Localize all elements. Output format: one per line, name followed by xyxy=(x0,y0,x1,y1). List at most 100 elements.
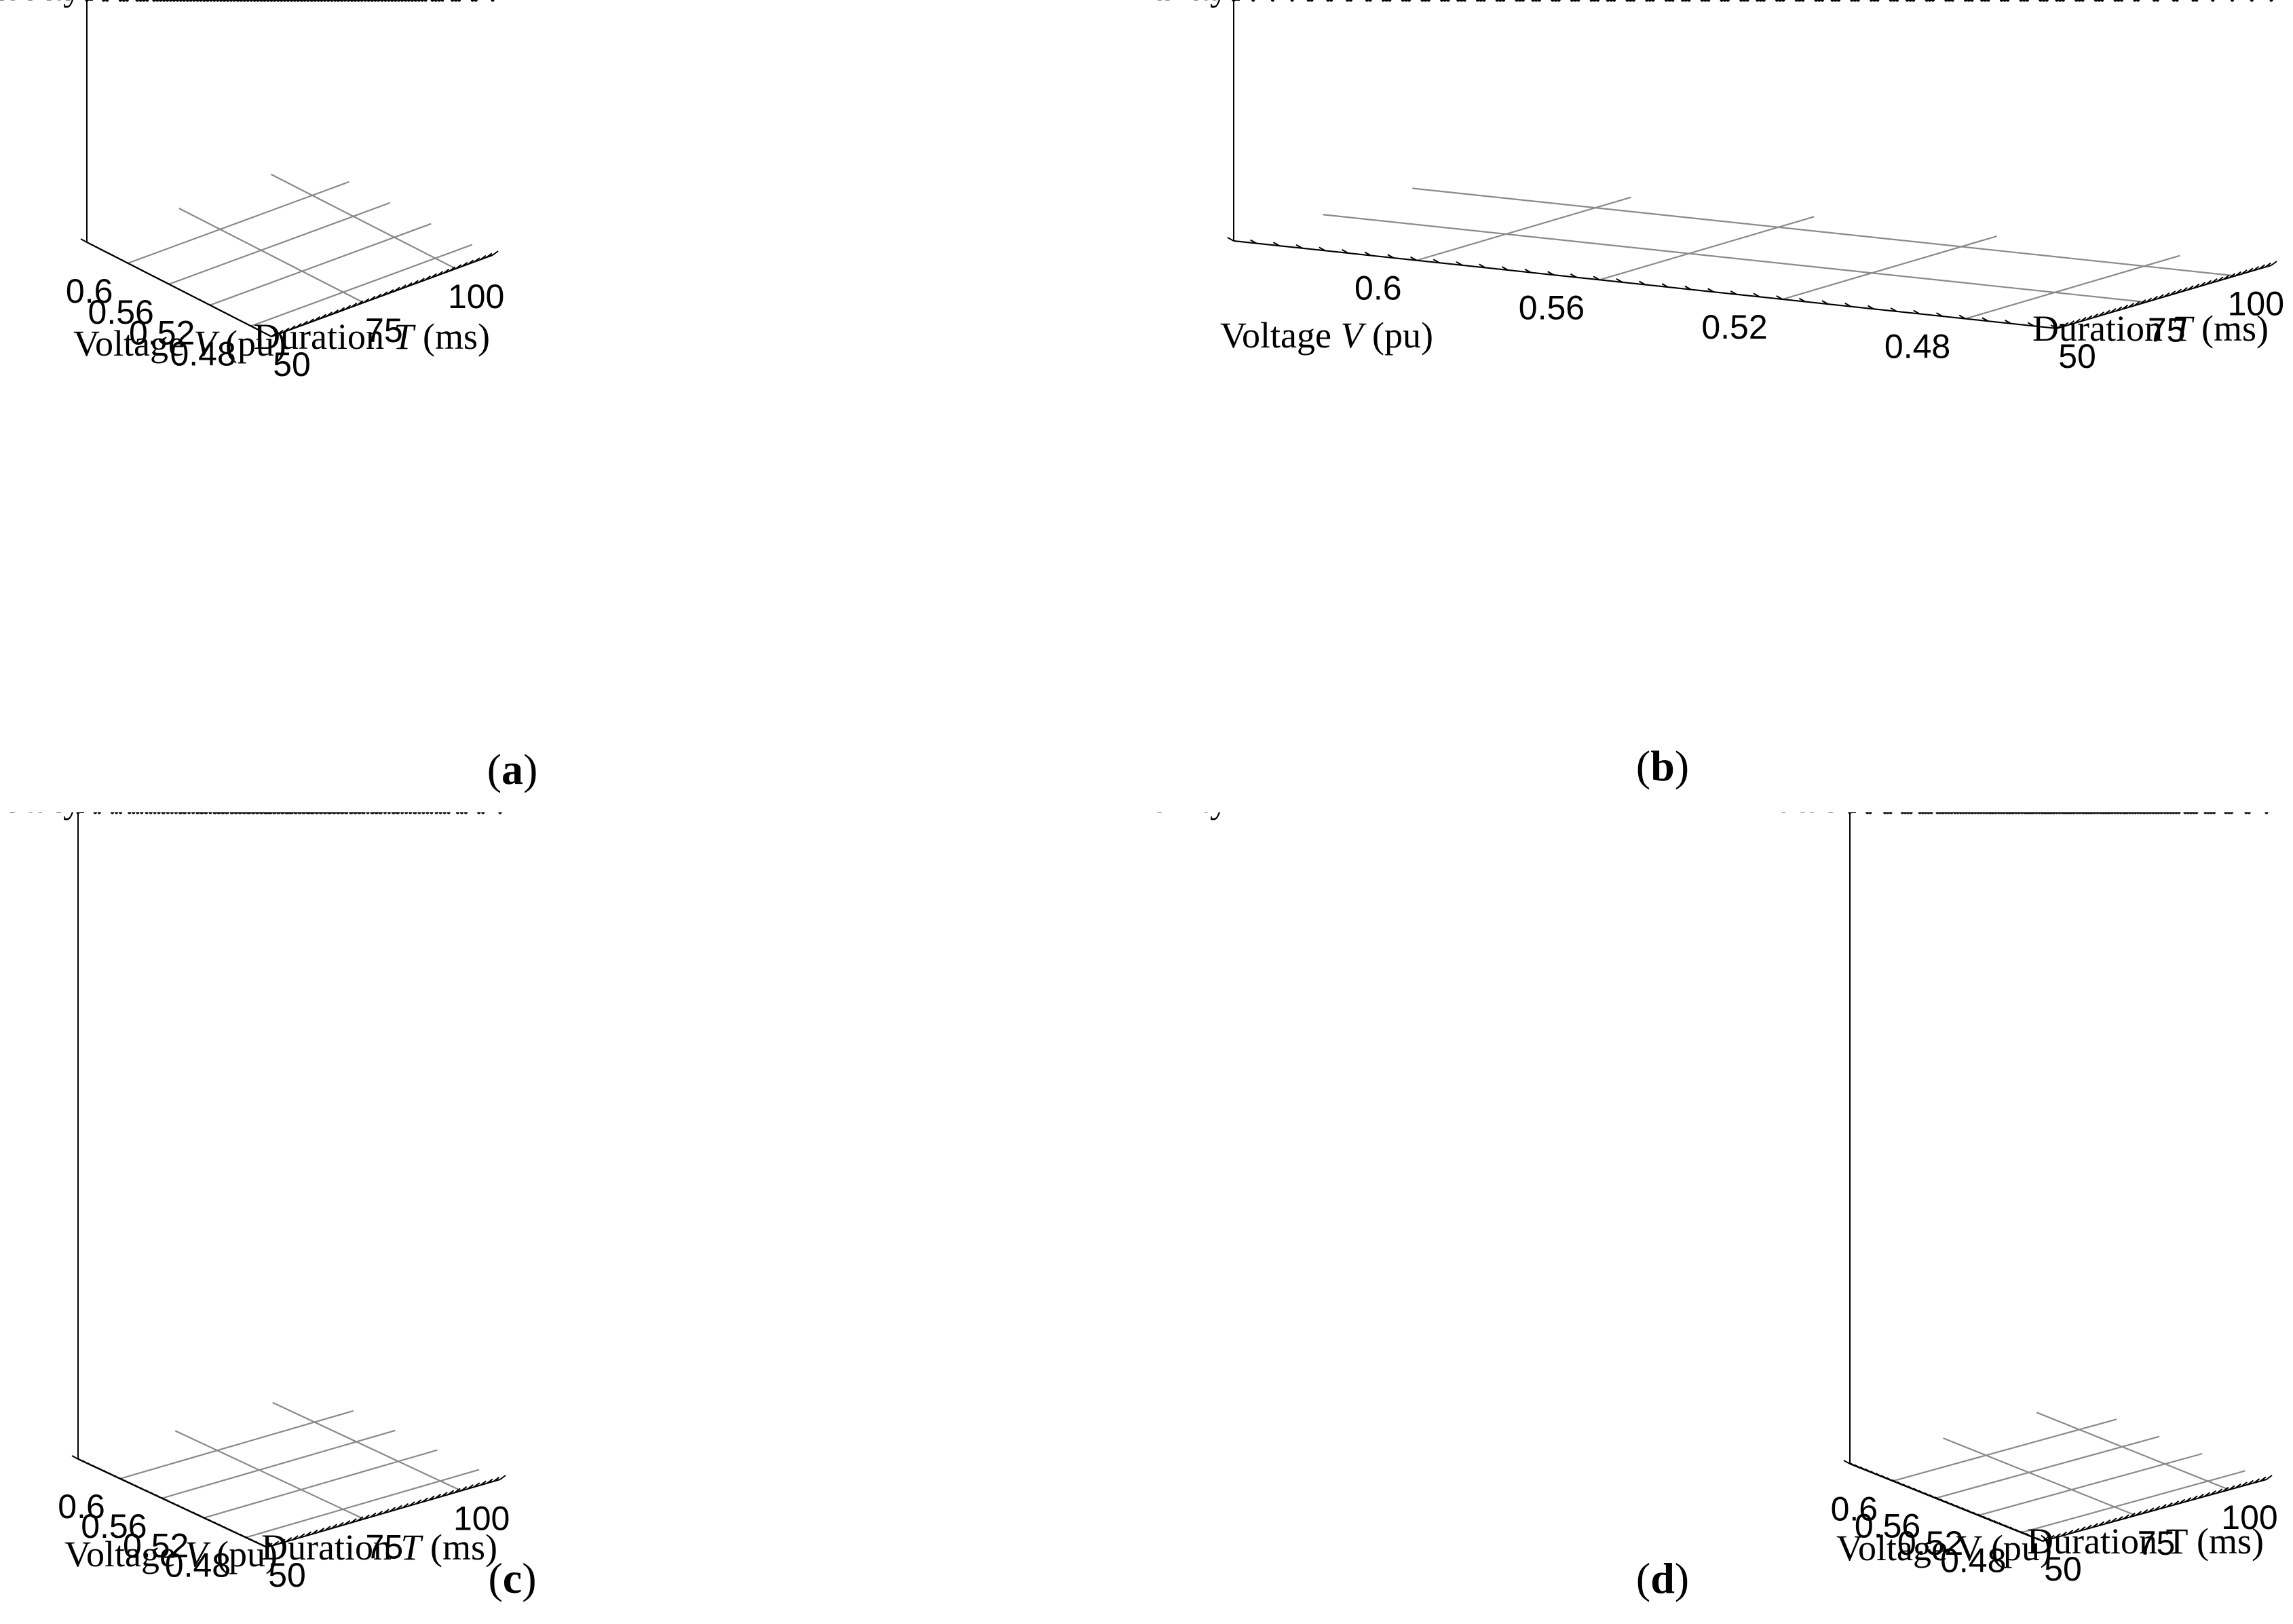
surface-point xyxy=(1872,0,1876,2)
surface-point xyxy=(178,0,183,2)
surface-point xyxy=(2117,0,2121,2)
surface-point xyxy=(413,812,417,814)
duration-minor-tick xyxy=(350,1518,357,1524)
surface-point xyxy=(1830,0,1834,2)
floor-gridline xyxy=(119,1410,354,1479)
surface-point xyxy=(269,812,273,814)
surface-point xyxy=(2017,812,2021,814)
duration-tick-label: 75 xyxy=(2148,311,2186,349)
voltage-minor-tick xyxy=(1908,1486,1915,1490)
duration-minor-tick xyxy=(324,1526,331,1531)
surface-point xyxy=(2150,812,2155,814)
surface-point xyxy=(2195,0,2199,2)
surface-point xyxy=(1551,0,1555,2)
surface-point xyxy=(459,812,464,814)
duration-axis-label: Duration T (ms) xyxy=(254,316,490,357)
surface-point xyxy=(2019,0,2023,2)
duration-minor-tick xyxy=(357,300,364,306)
chart-b: 0.48 0.52 0.56 0.6 50 75 100 00.010.02Probabili… xyxy=(1147,0,2284,790)
surface-point xyxy=(97,812,101,814)
duration-minor-tick xyxy=(2056,324,2063,329)
surface-point xyxy=(140,812,144,814)
surface-point xyxy=(1889,0,1893,2)
surface-point xyxy=(1905,0,1910,2)
surface-point xyxy=(138,0,143,2)
surface-point xyxy=(1965,812,1969,814)
voltage-tick-label: 0.52 xyxy=(123,1527,189,1565)
surface-point xyxy=(1501,0,1506,2)
duration-minor-tick xyxy=(394,286,400,292)
surface-point xyxy=(2028,812,2033,814)
surface-point xyxy=(1801,0,1805,2)
voltage-minor-tick xyxy=(1902,1483,1910,1488)
duration-minor-tick xyxy=(2140,299,2146,305)
surface-point xyxy=(1927,812,1931,814)
surface-point xyxy=(2250,0,2254,2)
surface-point xyxy=(2089,812,2094,814)
surface-point xyxy=(1903,812,1908,814)
duration-minor-tick xyxy=(2253,265,2260,271)
voltage-minor-tick xyxy=(1684,285,1692,290)
duration-minor-tick xyxy=(2060,1531,2068,1537)
panel-a: 0.480.520.560.6 50 75 100 00.0010.0020.0030.… xyxy=(0,0,1146,812)
surface-point xyxy=(162,812,166,814)
voltage-minor-tick xyxy=(1923,1492,1931,1497)
surface-point xyxy=(1570,0,1574,2)
voltage-axis-label: Voltage V (pu) xyxy=(1220,315,1433,356)
duration-minor-tick xyxy=(387,288,394,295)
panel-caption: (c) xyxy=(488,1554,536,1602)
surface-point xyxy=(217,812,221,814)
surface-point xyxy=(1707,0,1711,2)
duration-minor-tick xyxy=(499,1475,506,1480)
duration-minor-tick xyxy=(2211,278,2218,284)
surface-point xyxy=(1778,0,1782,2)
voltage-minor-tick xyxy=(2030,1534,2038,1540)
surface-point xyxy=(1589,0,1593,2)
duration-axis-label: Duration T (ms) xyxy=(261,1527,497,1568)
surface-point xyxy=(1970,0,1974,2)
duration-minor-tick xyxy=(461,1486,468,1492)
voltage-tick-label: 0.6 xyxy=(66,272,113,310)
surface-point xyxy=(1758,0,1763,2)
voltage-minor-tick xyxy=(2025,1532,2032,1538)
voltage-minor-tick xyxy=(1875,1473,1882,1477)
surface-point xyxy=(2093,812,2097,814)
surface-point xyxy=(2226,812,2231,814)
probability-tick-label: 0 xyxy=(1821,812,1840,820)
surface-point xyxy=(417,0,421,2)
voltage-tick-label: 0.48 xyxy=(1940,1541,2006,1579)
probability-tick-label: 0 xyxy=(58,0,77,7)
surface-point xyxy=(1456,0,1460,2)
surface-point xyxy=(346,0,351,2)
surface-point xyxy=(400,0,404,2)
duration-minor-tick xyxy=(2154,1505,2161,1511)
surface-point xyxy=(447,812,451,814)
surface-point xyxy=(292,0,297,2)
surface-point xyxy=(358,812,362,814)
surface-point xyxy=(2022,0,2026,2)
floor-gridline xyxy=(178,208,364,303)
probability-tick-label: 0 xyxy=(1205,0,1224,7)
surface-point xyxy=(246,0,250,2)
voltage-minor-tick xyxy=(1998,1522,2006,1527)
surface-point xyxy=(1681,0,1685,2)
duration-minor-tick xyxy=(363,298,370,303)
surface-point xyxy=(182,0,186,2)
surface-point xyxy=(2122,812,2126,814)
duration-minor-tick xyxy=(375,293,382,299)
surface-point xyxy=(219,0,223,2)
surface-point xyxy=(1925,0,1929,2)
surface-point xyxy=(440,0,444,2)
surface-point xyxy=(311,812,316,814)
surface-point xyxy=(1967,812,1971,814)
floor-gridline xyxy=(174,1430,364,1520)
duration-minor-tick xyxy=(2163,292,2170,298)
surface-point xyxy=(2037,812,2041,814)
surface-point xyxy=(238,812,243,814)
surface-point xyxy=(2188,812,2193,814)
voltage-minor-tick xyxy=(2014,1528,2022,1534)
duration-tick-label: 75 xyxy=(366,1528,404,1566)
duration-minor-tick xyxy=(2179,1498,2186,1505)
voltage-minor-tick xyxy=(1945,1500,1952,1506)
surface-point xyxy=(223,0,227,2)
